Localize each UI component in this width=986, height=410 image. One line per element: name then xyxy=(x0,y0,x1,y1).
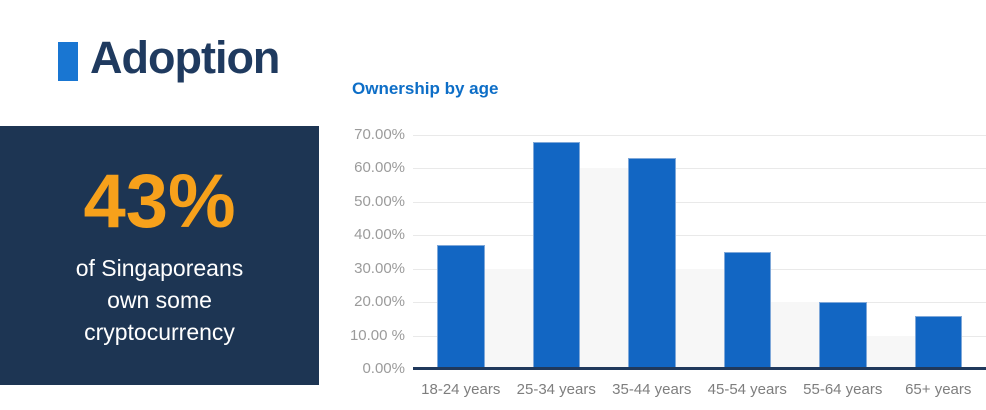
chart-bar-25-34-years xyxy=(532,141,580,369)
y-tick-label: 20.00% xyxy=(354,293,405,311)
chart-bar-55-64-years xyxy=(819,302,867,369)
y-tick-label: 30.00% xyxy=(354,259,405,277)
stat-value: 43% xyxy=(83,158,236,244)
y-tick-label: 10.00 % xyxy=(349,326,405,344)
stat-card: 43% of Singaporeans own some cryptocurre… xyxy=(0,126,319,385)
y-tick-label: 70.00% xyxy=(354,126,405,143)
stat-line-3: cryptocurrency xyxy=(84,318,235,345)
page-title: Adoption xyxy=(90,32,280,83)
gap-shade xyxy=(484,268,533,369)
x-axis-labels: 18-24 years 25-34 years 35-44 years 45-54 y… xyxy=(413,381,986,399)
x-category-label: 55-64 years xyxy=(803,381,883,398)
gridline xyxy=(413,168,986,170)
y-tick-label: 50.00% xyxy=(354,192,405,210)
stat-line-2: own some xyxy=(107,286,212,313)
x-category-label: 18-24 years xyxy=(421,381,501,398)
chart-bar-18-24-years xyxy=(437,245,485,369)
y-tick-label: 40.00% xyxy=(354,226,405,244)
chart-bar-45-54-years xyxy=(723,252,771,369)
gap-shade xyxy=(771,302,819,369)
gridline xyxy=(413,135,986,136)
gap-shade xyxy=(866,335,915,369)
x-category-label: 25-34 years xyxy=(516,381,596,398)
gap-shade xyxy=(675,268,724,369)
stat-line-1: of Singaporeans xyxy=(75,254,244,281)
y-tick-label: 60.00% xyxy=(354,159,405,177)
chart-title: Ownership by age xyxy=(352,79,499,98)
plot-area xyxy=(413,135,986,370)
x-category-label: 65+ years xyxy=(905,381,972,398)
gridline xyxy=(413,235,986,237)
chart-bar-35-44-years xyxy=(628,158,676,369)
y-tick-label: 0.00% xyxy=(362,360,405,377)
gridline xyxy=(413,201,986,203)
x-category-label: 35-44 years xyxy=(612,381,692,398)
gap-shade xyxy=(580,168,628,369)
y-axis-labels: 70.00% 60.00% 50.00% 40.00% 30.00% 20.00% 10.0… xyxy=(330,127,405,377)
x-axis-baseline xyxy=(413,367,986,370)
x-category-label: 45-54 years xyxy=(707,381,787,398)
title-bullet-icon xyxy=(58,42,78,81)
chart-bar-65-years xyxy=(914,315,962,369)
